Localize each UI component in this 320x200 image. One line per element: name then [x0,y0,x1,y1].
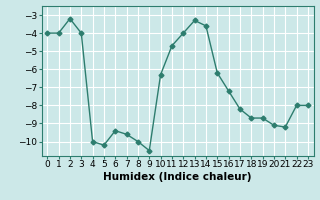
X-axis label: Humidex (Indice chaleur): Humidex (Indice chaleur) [103,172,252,182]
